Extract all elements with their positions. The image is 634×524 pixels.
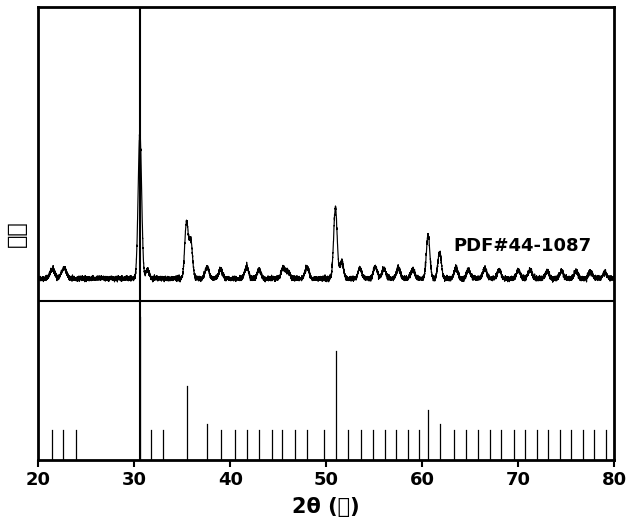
X-axis label: 2θ (度): 2θ (度) [292, 497, 360, 517]
Text: PDF#44-1087: PDF#44-1087 [453, 237, 592, 255]
Y-axis label: 强度: 强度 [7, 220, 27, 247]
